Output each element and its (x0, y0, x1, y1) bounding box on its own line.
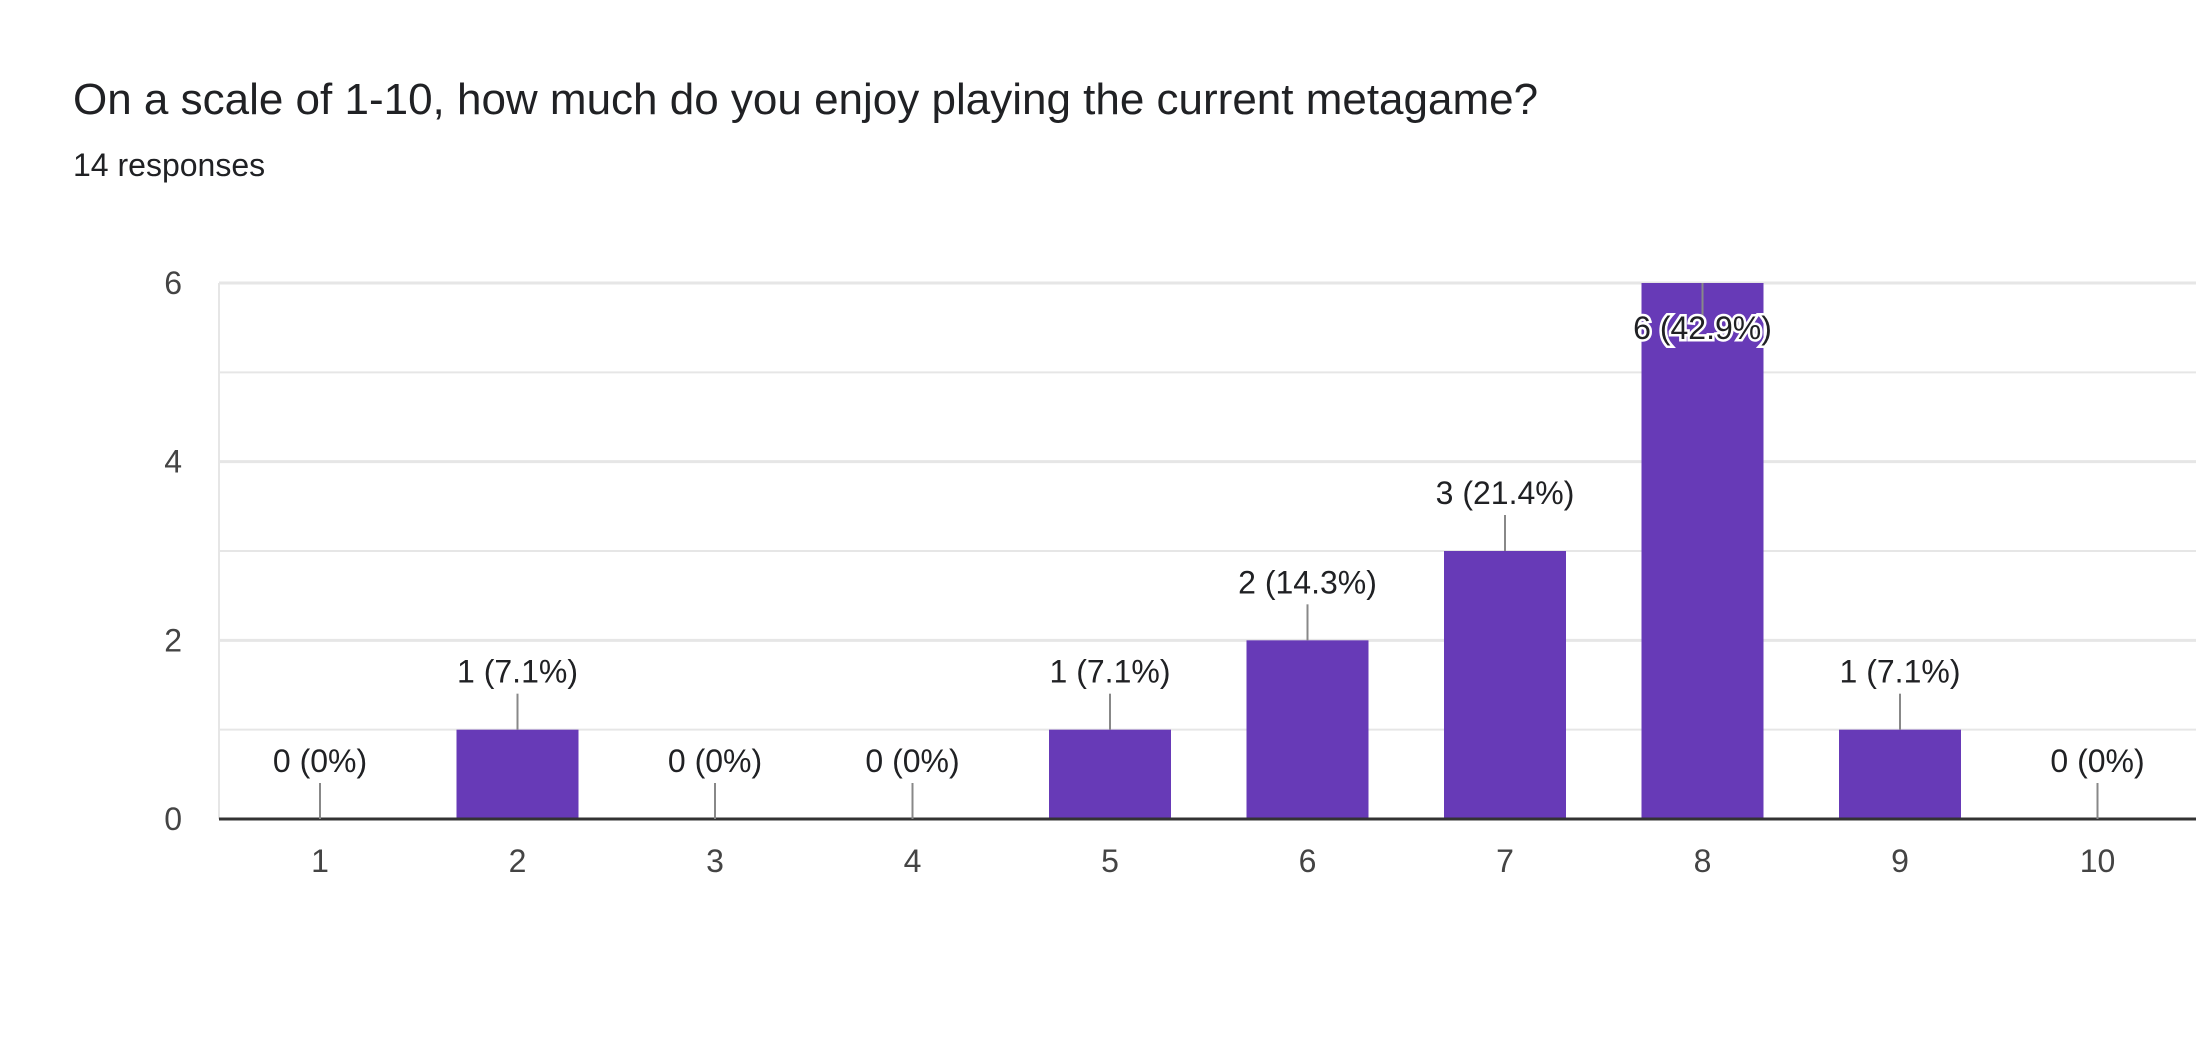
x-tick-label: 6 (1299, 843, 1317, 879)
bar (1444, 551, 1566, 819)
data-label: 0 (0%) (273, 743, 367, 779)
data-label: 1 (7.1%) (1050, 654, 1171, 690)
x-tick-label: 9 (1891, 843, 1909, 879)
x-tick-label: 5 (1101, 843, 1119, 879)
data-label: 2 (14.3%) (1238, 564, 1377, 600)
y-tick-label: 4 (164, 444, 182, 480)
x-tick-label: 2 (509, 843, 527, 879)
x-tick-label: 1 (311, 843, 329, 879)
x-tick-label: 7 (1496, 843, 1514, 879)
x-tick-label: 4 (904, 843, 922, 879)
response-count: 14 responses (73, 147, 266, 183)
bar (1839, 729, 1961, 819)
bars (456, 283, 1961, 819)
bar (1641, 283, 1764, 819)
data-labels: 0 (0%) 1 (7.1%) 0 (0%) 0 (0%) 1 (7.1%) 2 (14.… (273, 283, 2145, 819)
data-label: 1 (7.1%) (1840, 654, 1961, 690)
data-label: 3 (21.4%) (1436, 475, 1575, 511)
data-label: 0 (0%) (668, 743, 762, 779)
x-tick-label: 8 (1694, 843, 1712, 879)
axes: 0 2 4 6 1 2 3 4 5 6 7 8 9 10 (164, 265, 2196, 879)
bar (1049, 729, 1171, 819)
data-label: 0 (0%) (865, 743, 959, 779)
chart-title: On a scale of 1-10, how much do you enjo… (73, 75, 1539, 124)
data-label: 1 (7.1%) (457, 654, 578, 690)
data-label: 6 (42.9%) (1633, 310, 1772, 346)
data-label: 0 (0%) (2050, 743, 2144, 779)
y-tick-label: 0 (164, 801, 182, 837)
bar (456, 729, 579, 819)
bar (1246, 640, 1369, 819)
y-tick-label: 6 (164, 265, 182, 301)
y-tick-label: 2 (164, 622, 182, 658)
x-tick-label: 10 (2080, 843, 2116, 879)
x-tick-label: 3 (706, 843, 724, 879)
